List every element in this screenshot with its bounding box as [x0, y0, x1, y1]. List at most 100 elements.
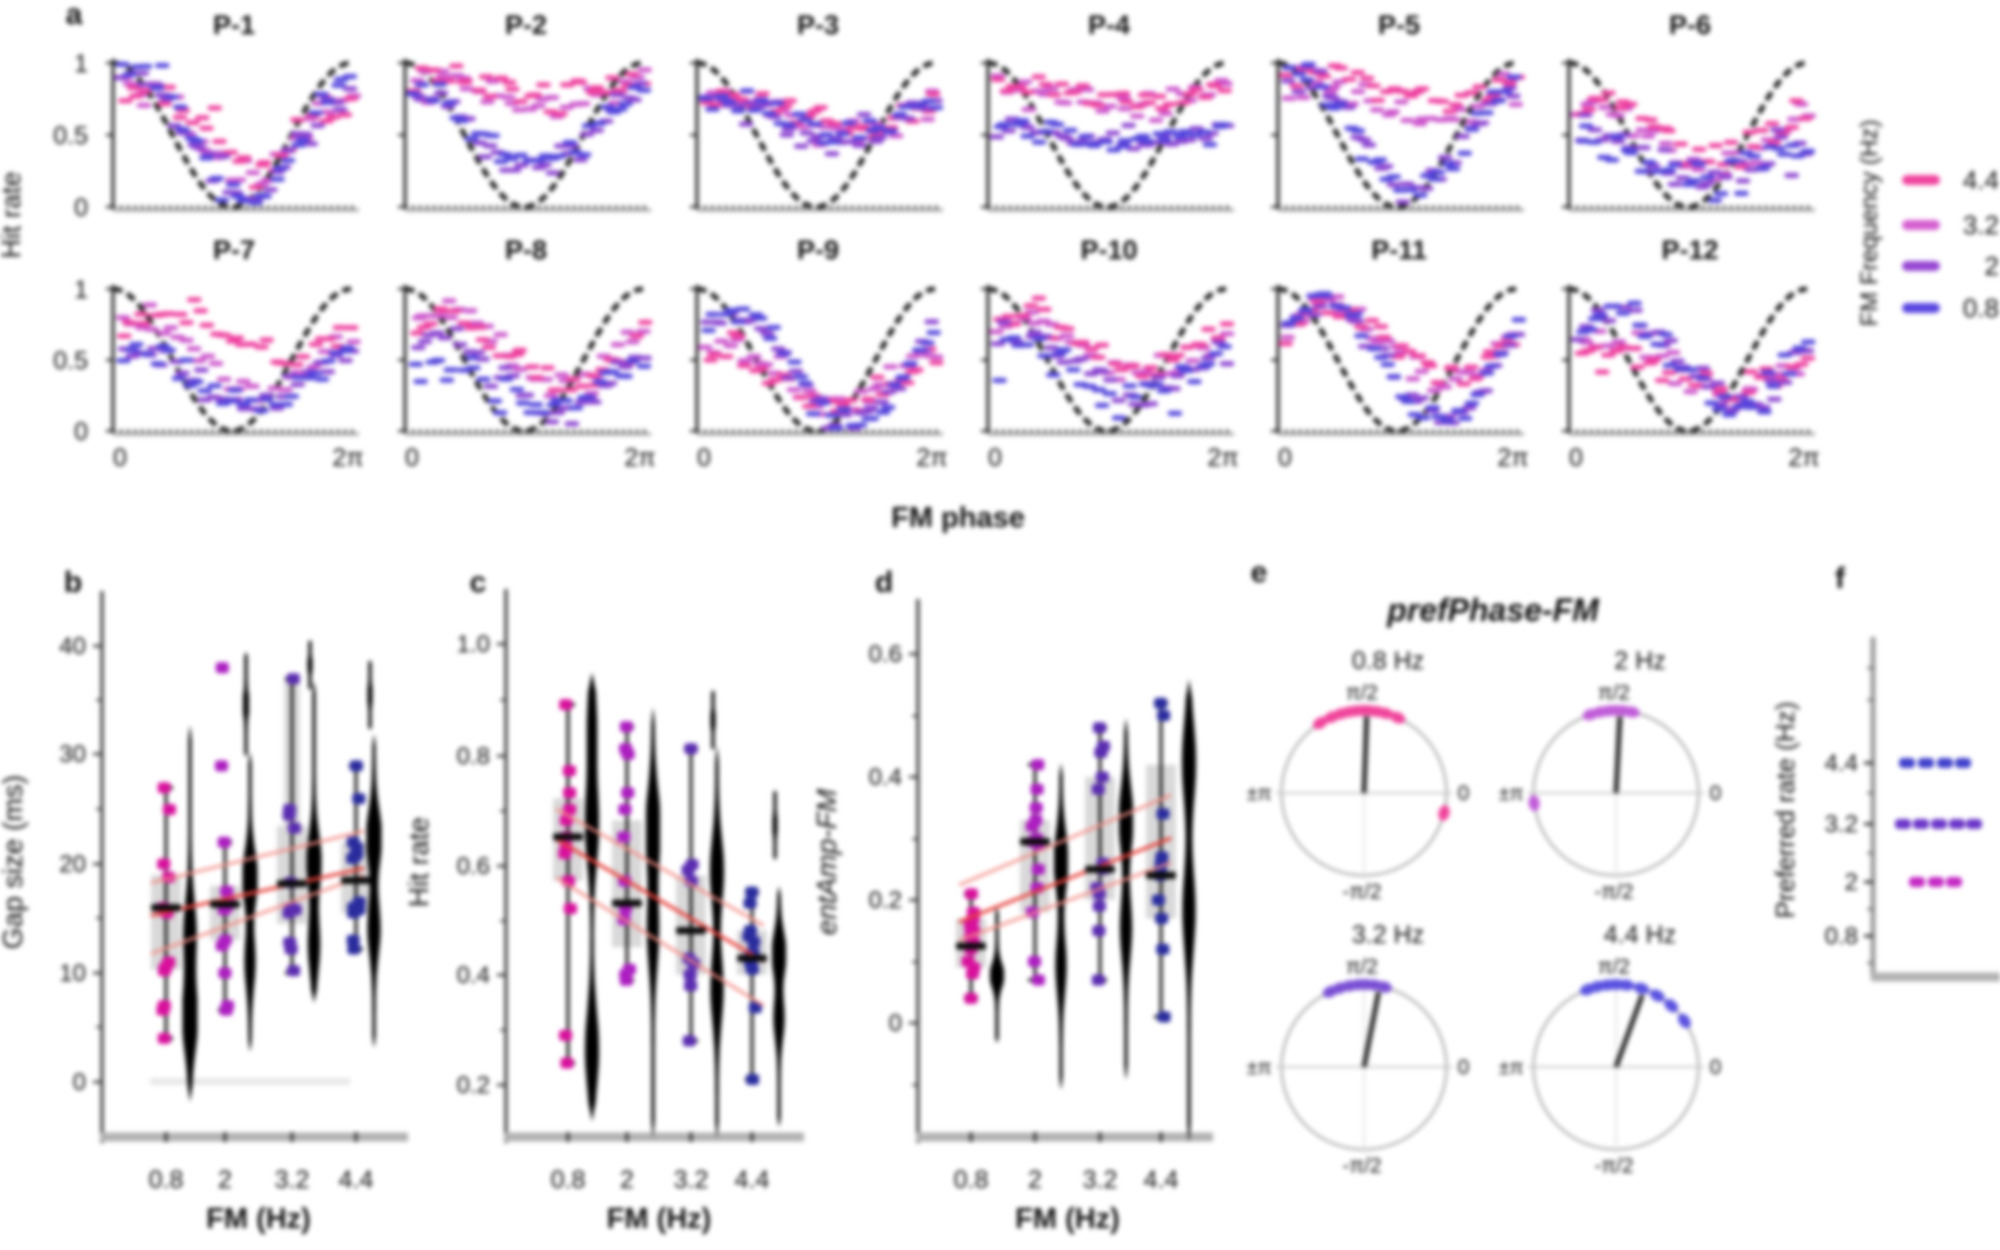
svg-text:-π/2: -π/2: [1343, 1155, 1382, 1178]
svg-text:4.4: 4.4: [735, 1166, 770, 1194]
svg-text:0.6: 0.6: [457, 853, 490, 880]
svg-text:0: 0: [74, 418, 88, 446]
svg-text:0: 0: [113, 444, 127, 472]
svg-text:0.8 Hz: 0.8 Hz: [1352, 647, 1424, 675]
svg-text:10: 10: [59, 960, 86, 987]
svg-text:3.2: 3.2: [1825, 811, 1858, 838]
svg-text:0: 0: [1710, 1056, 1722, 1079]
svg-text:Preferred rate (Hz): Preferred rate (Hz): [1770, 702, 1800, 919]
svg-text:Hit rate: Hit rate: [403, 817, 434, 907]
svg-text:2π: 2π: [624, 444, 655, 472]
svg-text:f: f: [1835, 562, 1846, 595]
svg-text:0.4: 0.4: [457, 962, 490, 989]
svg-text:P-1: P-1: [213, 10, 255, 40]
svg-text:-π/2: -π/2: [1595, 881, 1634, 904]
svg-text:0.8: 0.8: [457, 743, 490, 770]
svg-text:P-10: P-10: [1080, 235, 1137, 265]
svg-text:0.6: 0.6: [869, 641, 902, 668]
svg-text:-π/2: -π/2: [1343, 881, 1382, 904]
svg-text:4.4: 4.4: [1825, 750, 1858, 777]
svg-text:Gap size (ms): Gap size (ms): [0, 775, 28, 949]
svg-text:2: 2: [620, 1166, 634, 1194]
svg-text:P-4: P-4: [1088, 10, 1130, 40]
svg-text:P-12: P-12: [1661, 235, 1718, 265]
svg-text:3.2: 3.2: [1963, 210, 1999, 240]
svg-text:entAmp-FM: entAmp-FM: [811, 788, 842, 935]
svg-text:P-9: P-9: [797, 235, 839, 265]
svg-text:±π: ±π: [1499, 1057, 1524, 1079]
svg-text:4.4: 4.4: [1963, 165, 1999, 195]
svg-text:30: 30: [59, 741, 86, 768]
svg-text:2π: 2π: [1497, 444, 1528, 472]
svg-text:P-3: P-3: [797, 10, 839, 40]
svg-text:0: 0: [405, 444, 419, 472]
svg-text:20: 20: [59, 851, 86, 878]
svg-text:FM (Hz): FM (Hz): [1015, 1203, 1120, 1235]
svg-text:P-2: P-2: [505, 10, 547, 40]
svg-text:2π: 2π: [916, 444, 947, 472]
svg-text:FM (Hz): FM (Hz): [206, 1203, 311, 1235]
svg-text:±π: ±π: [1247, 1057, 1272, 1079]
svg-text:3.2: 3.2: [1083, 1166, 1118, 1194]
svg-text:0: 0: [1458, 782, 1470, 805]
svg-text:0.5: 0.5: [53, 122, 88, 150]
svg-text:2: 2: [218, 1166, 232, 1194]
svg-text:0: 0: [988, 444, 1002, 472]
svg-text:FM phase: FM phase: [891, 502, 1025, 534]
svg-text:1: 1: [74, 50, 88, 78]
svg-text:P-8: P-8: [505, 235, 547, 265]
svg-text:2: 2: [1985, 251, 1999, 281]
svg-text:±π: ±π: [1247, 783, 1272, 805]
svg-text:prefPhase-FM: prefPhase-FM: [1386, 592, 1600, 628]
svg-text:3.2 Hz: 3.2 Hz: [1352, 921, 1424, 949]
svg-text:1: 1: [74, 276, 88, 304]
svg-text:π/2: π/2: [1598, 956, 1630, 979]
svg-text:c: c: [470, 566, 487, 599]
svg-text:4.4: 4.4: [339, 1166, 374, 1194]
svg-text:3.2: 3.2: [674, 1166, 709, 1194]
svg-text:0.8: 0.8: [1825, 923, 1858, 950]
svg-text:0: 0: [1710, 782, 1722, 805]
svg-text:FM Frequency (Hz): FM Frequency (Hz): [1856, 120, 1883, 327]
svg-text:0: 0: [1278, 444, 1292, 472]
svg-text:π/2: π/2: [1346, 956, 1378, 979]
svg-text:0.2: 0.2: [457, 1072, 490, 1099]
svg-text:0.8: 0.8: [551, 1166, 586, 1194]
svg-text:0.8: 0.8: [1963, 293, 1999, 323]
svg-text:0: 0: [1569, 444, 1583, 472]
svg-text:P-11: P-11: [1371, 235, 1427, 265]
svg-text:Hit rate: Hit rate: [0, 171, 26, 258]
svg-text:e: e: [1251, 556, 1268, 589]
svg-text:0.4: 0.4: [869, 764, 902, 791]
svg-text:0: 0: [73, 1069, 86, 1096]
svg-text:a: a: [66, 0, 83, 31]
svg-text:P-5: P-5: [1378, 10, 1420, 40]
svg-text:0: 0: [1458, 1056, 1470, 1079]
svg-text:-π/2: -π/2: [1595, 1155, 1634, 1178]
svg-text:2: 2: [1845, 869, 1858, 896]
svg-text:2π: 2π: [1788, 444, 1819, 472]
svg-text:4.4: 4.4: [1144, 1166, 1179, 1194]
svg-text:0: 0: [74, 194, 88, 222]
svg-text:0.8: 0.8: [954, 1166, 989, 1194]
svg-text:0.5: 0.5: [53, 347, 88, 375]
svg-text:0: 0: [697, 444, 711, 472]
svg-text:2 Hz: 2 Hz: [1614, 647, 1665, 675]
svg-text:π/2: π/2: [1346, 682, 1378, 705]
svg-text:0.2: 0.2: [869, 887, 902, 914]
svg-text:2π: 2π: [332, 444, 363, 472]
svg-text:4.4 Hz: 4.4 Hz: [1604, 921, 1676, 949]
svg-text:40: 40: [59, 633, 86, 660]
svg-text:±π: ±π: [1499, 783, 1524, 805]
svg-text:1.0: 1.0: [457, 631, 490, 658]
svg-text:3.2: 3.2: [275, 1166, 310, 1194]
svg-text:0.8: 0.8: [149, 1166, 184, 1194]
svg-text:d: d: [875, 566, 893, 599]
svg-text:0: 0: [889, 1010, 902, 1037]
svg-text:FM (Hz): FM (Hz): [607, 1203, 712, 1235]
svg-text:2π: 2π: [1207, 444, 1238, 472]
svg-text:π/2: π/2: [1598, 682, 1630, 705]
svg-text:P-7: P-7: [213, 235, 255, 265]
svg-text:b: b: [64, 566, 82, 599]
svg-text:P-6: P-6: [1669, 10, 1711, 40]
